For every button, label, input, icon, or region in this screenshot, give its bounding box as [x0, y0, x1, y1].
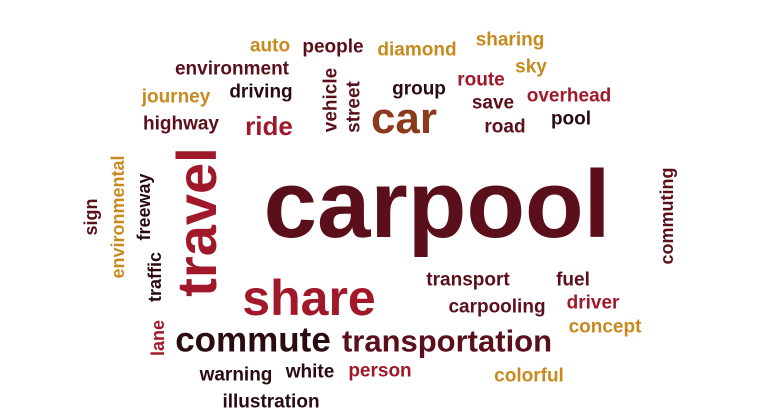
word-sign: sign	[81, 198, 101, 236]
word-commuting: commuting	[657, 167, 677, 265]
word-people: people	[302, 36, 364, 58]
word-road: road	[484, 116, 526, 138]
word-share: share	[242, 270, 376, 326]
word-car: car	[370, 94, 438, 143]
word-warning: warning	[199, 364, 273, 386]
word-environment: environment	[174, 58, 290, 80]
word-route: route	[457, 69, 505, 91]
word-carpooling: carpooling	[448, 296, 546, 318]
word-journey: journey	[141, 86, 211, 108]
word-vehicle: vehicle	[320, 67, 342, 133]
word-group: group	[392, 78, 446, 100]
word-transportation: transportation	[341, 323, 553, 359]
word-environmental: environmental	[108, 155, 128, 279]
word-traffic: traffic	[145, 251, 165, 303]
word-driver: driver	[566, 292, 620, 314]
word-lane: lane	[148, 319, 168, 357]
word-diamond: diamond	[377, 39, 457, 61]
word-transport: transport	[426, 269, 510, 291]
word-concept: concept	[568, 316, 642, 338]
word-freeway: freeway	[134, 173, 154, 241]
word-illustration: illustration	[222, 391, 320, 413]
word-save: save	[471, 92, 515, 114]
word-sharing: sharing	[475, 29, 545, 51]
word-person: person	[348, 360, 412, 382]
word-commute: commute	[175, 320, 331, 360]
word-auto: auto	[249, 35, 291, 57]
word-white: white	[285, 361, 335, 383]
word-highway: highway	[142, 113, 220, 135]
word-carpool: carpool	[263, 151, 611, 258]
word-fuel: fuel	[556, 269, 590, 291]
word-travel: travel	[165, 147, 228, 297]
word-driving: driving	[229, 81, 293, 103]
word-street: street	[343, 81, 365, 133]
word-ride: ride	[245, 111, 293, 141]
word-colorful: colorful	[494, 365, 564, 387]
word-pool: pool	[550, 108, 592, 130]
word-overhead: overhead	[526, 85, 612, 107]
word-sky: sky	[515, 56, 547, 78]
